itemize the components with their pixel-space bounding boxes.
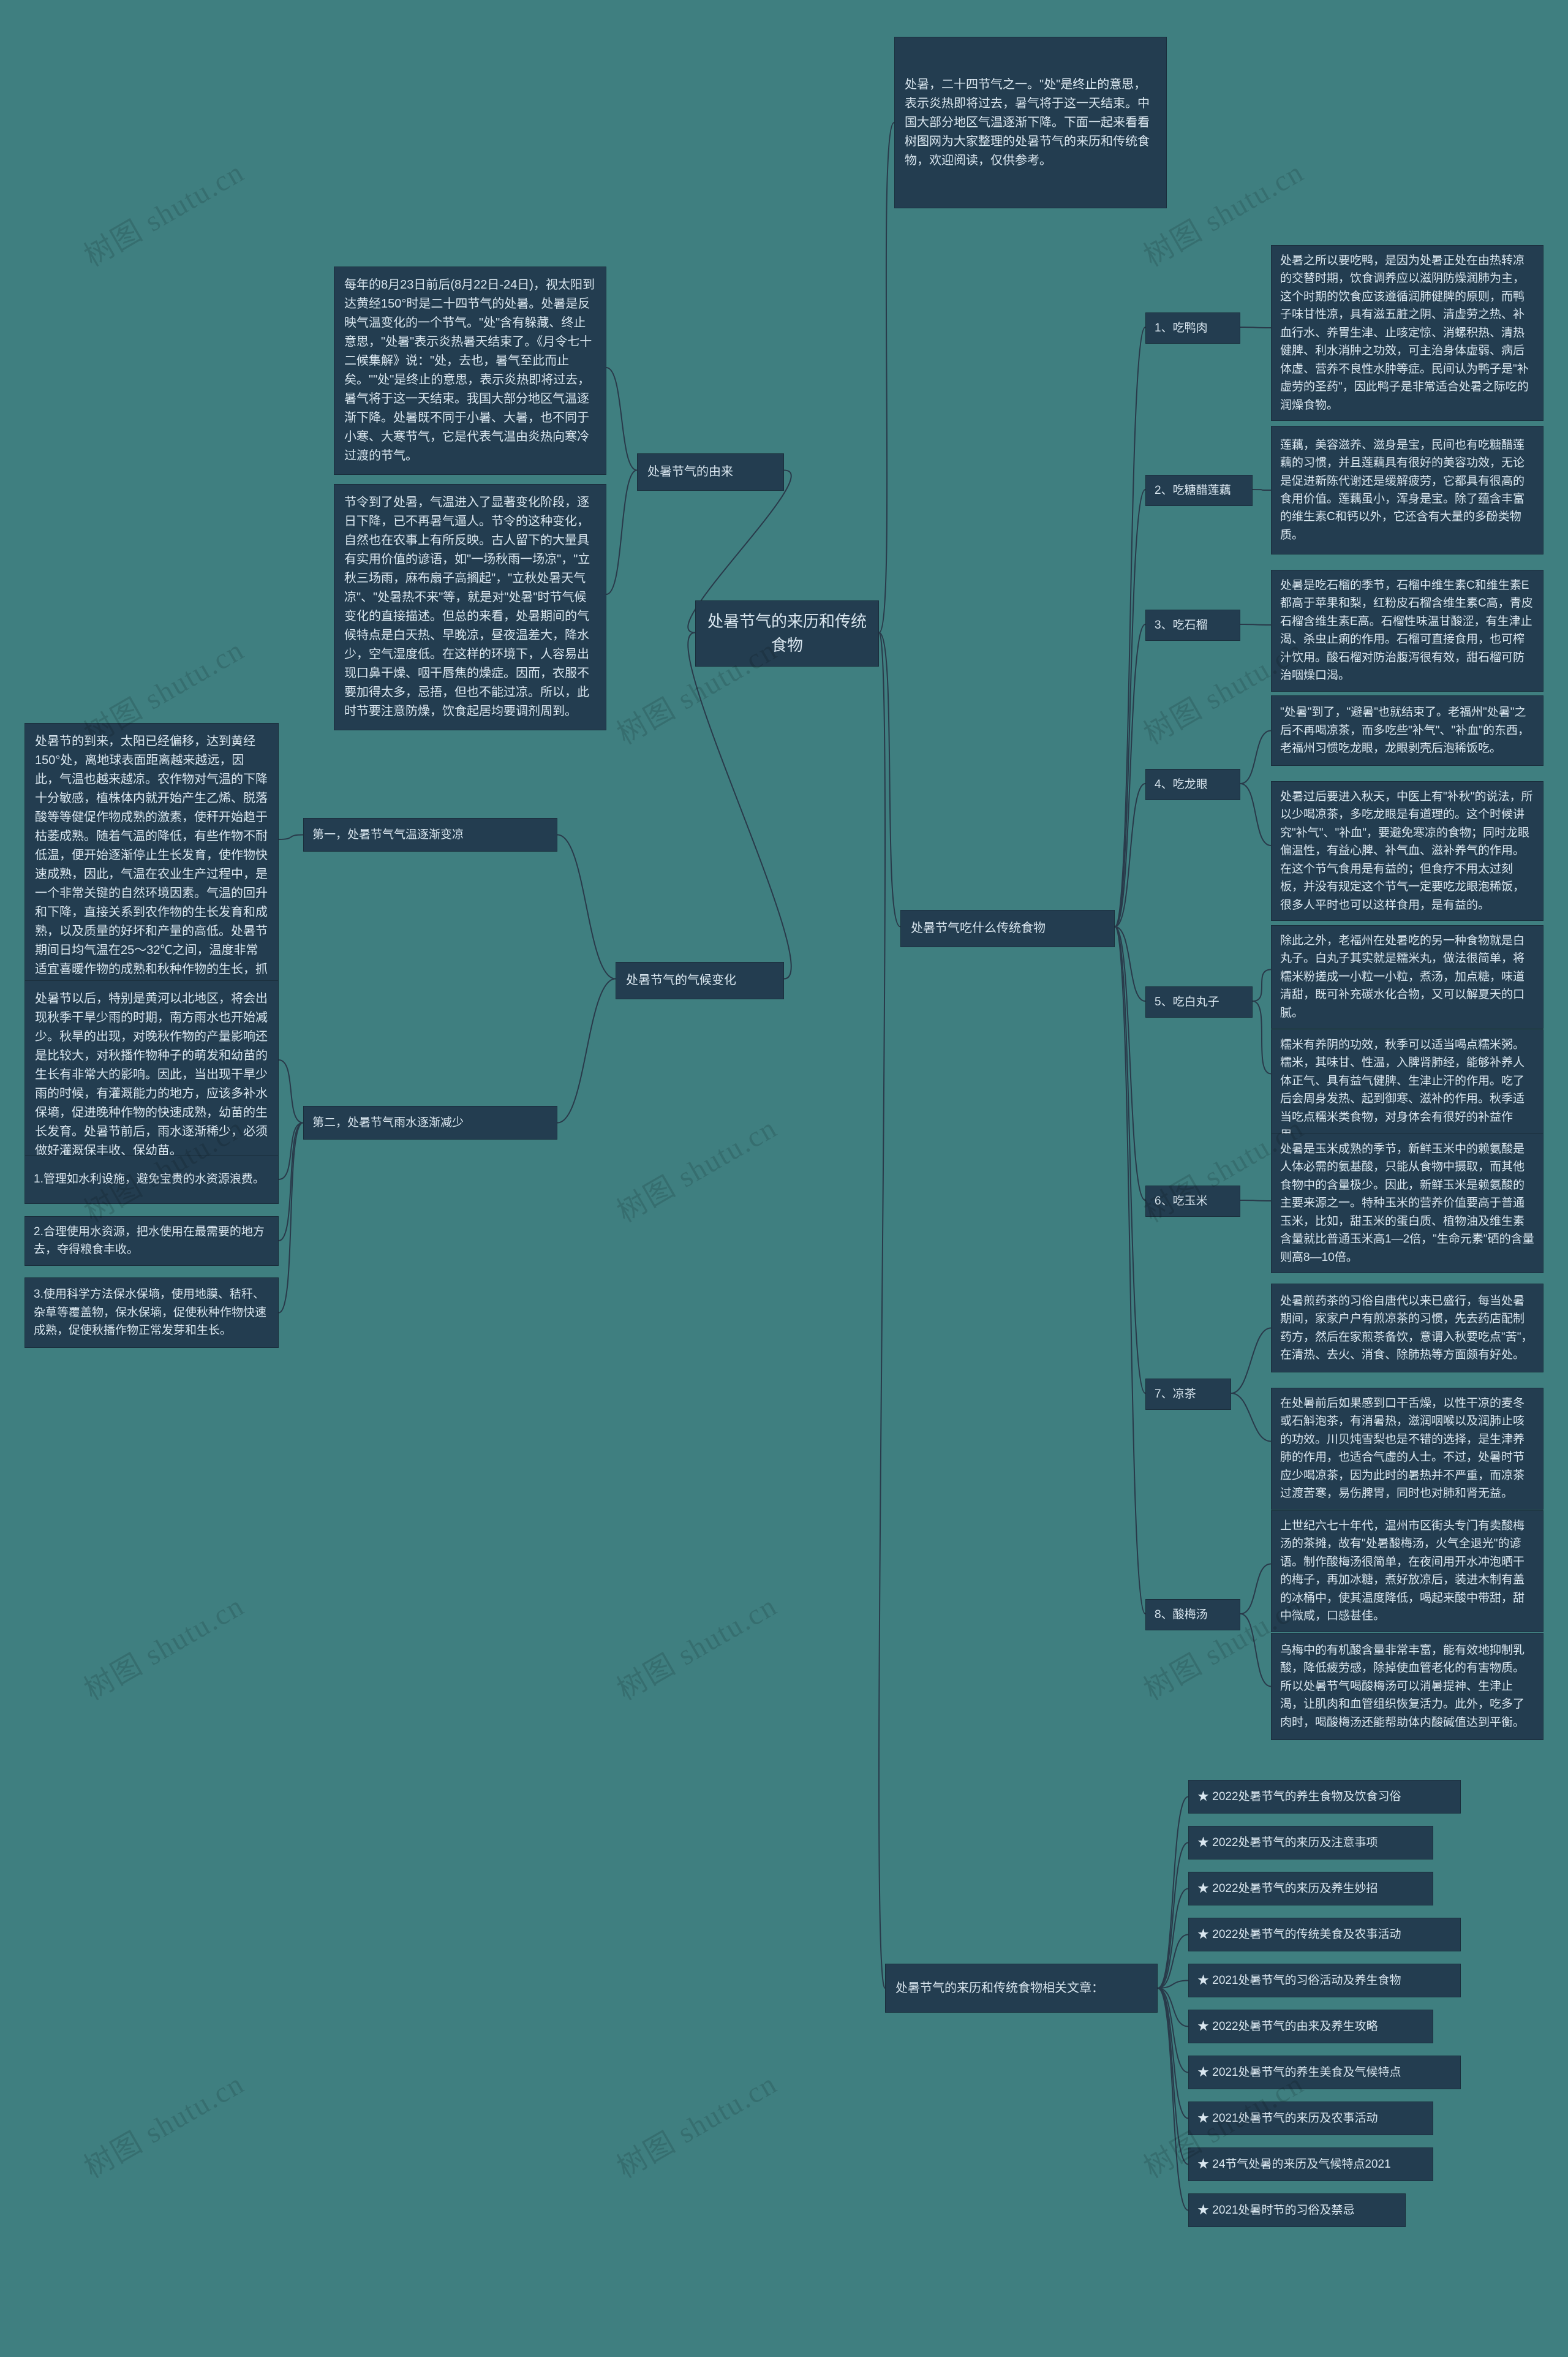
- watermark: 树图 shutu.cn: [75, 1582, 251, 1708]
- node-r2: ★ 2022处暑节气的来历及注意事项: [1188, 1826, 1433, 1859]
- connector: [1240, 731, 1271, 784]
- node-rel: 处暑节气的来历和传统食物相关文章：: [885, 1964, 1158, 2013]
- connector: [1158, 1797, 1188, 1989]
- connector: [279, 835, 303, 840]
- node-food: 处暑节气吃什么传统食物: [900, 910, 1115, 947]
- node-r1: ★ 2022处暑节气的养生食物及饮食习俗: [1188, 1780, 1461, 1814]
- connector: [1158, 1988, 1188, 2073]
- node-f6: 6、吃玉米: [1145, 1186, 1240, 1217]
- connector: [1158, 1889, 1188, 1989]
- connector: [1158, 1988, 1188, 2027]
- connector: [1158, 1988, 1188, 2165]
- connector: [1115, 784, 1145, 927]
- connector: [279, 1123, 303, 1180]
- connector: [1158, 1843, 1188, 1989]
- node-cli2c: 2.合理使用水资源，把水使用在最需要的地方去，夺得粮食丰收。: [24, 1216, 279, 1266]
- node-cli2a: 处暑节以后，特别是黄河以北地区，将会出现秋季干旱少雨的时期，南方雨水也开始减少。…: [24, 980, 279, 1170]
- connector: [1158, 1981, 1188, 1989]
- node-cli2d: 3.使用科学方法保水保墒，使用地膜、秸秆、杂草等覆盖物，保水保墒，促使秋种作物快…: [24, 1277, 279, 1348]
- node-f4a: "处暑"到了，"避暑"也就结束了。老福州"处暑"之后不再喝凉茶，而多吃些"补气"…: [1271, 695, 1544, 766]
- connector: [879, 123, 894, 633]
- node-intro: 处暑，二十四节气之一。"处"是终止的意思，表示炎热即将过去，暑气将于这一天结束。…: [894, 37, 1167, 208]
- node-f2: 2、吃糖醋莲藕: [1145, 475, 1253, 506]
- node-f5b: 糯米有养阴的功效，秋季可以适当喝点糯米粥。糯米，其味甘、性温，入脾肾肺经，能够补…: [1271, 1029, 1544, 1151]
- connector: [279, 1123, 303, 1313]
- node-f7b: 在处暑前后如果感到口干舌燥，以性干凉的麦冬或石斛泡茶，有消暑热，滋润咽喉以及润肺…: [1271, 1388, 1544, 1510]
- connector: [1231, 1328, 1271, 1394]
- connector: [1115, 927, 1145, 1614]
- connector: [1115, 624, 1145, 927]
- node-f7: 7、凉茶: [1145, 1379, 1231, 1410]
- node-f3a: 处暑是吃石榴的季节，石榴中维生素C和维生素E都高于苹果和梨，红粉皮石榴含维生素C…: [1271, 570, 1544, 692]
- node-f2a: 莲藕，美容滋养、滋身是宝，民间也有吃糖醋莲藕的习惯，并且莲藕具有很好的美容功效，…: [1271, 426, 1544, 554]
- node-cli1a: 处暑节的到来，太阳已经偏移，达到黄经150°处，离地球表面距离越来越远，因此，气…: [24, 723, 279, 1007]
- node-climate: 处暑节气的气候变化: [616, 962, 784, 999]
- connector: [1240, 1564, 1271, 1614]
- connector: [279, 1060, 303, 1123]
- connector: [1240, 1200, 1271, 1201]
- node-cli2b: 1.管理如水利设施，避免宝贵的水资源浪费。: [24, 1155, 279, 1204]
- connector: [1115, 927, 1145, 1002]
- node-f4: 4、吃龙眼: [1145, 769, 1240, 800]
- connector: [879, 633, 885, 1989]
- connector: [279, 1123, 303, 1241]
- node-r3: ★ 2022处暑节气的来历及养生妙招: [1188, 1872, 1433, 1905]
- node-r7: ★ 2021处暑节气的养生美食及气候特点: [1188, 2056, 1461, 2089]
- watermark: 树图 shutu.cn: [75, 148, 251, 274]
- connector: [1115, 927, 1145, 1394]
- connector: [606, 471, 637, 595]
- node-cli2: 第二，处暑节气雨水逐渐减少: [303, 1106, 557, 1140]
- node-r4: ★ 2022处暑节气的传统美食及农事活动: [1188, 1918, 1461, 1951]
- node-f1: 1、吃鸭肉: [1145, 312, 1240, 344]
- node-origin: 处暑节气的由来: [637, 453, 784, 491]
- node-f4b: 处暑过后要进入秋天，中医上有"补秋"的说法，所以少喝凉茶，多吃龙眼是有道理的。这…: [1271, 781, 1544, 921]
- node-cli1: 第一，处暑节气气温逐渐变凉: [303, 818, 557, 852]
- connector: [606, 368, 637, 471]
- node-f6a: 处暑是玉米成熟的季节，新鲜玉米中的赖氨酸是人体必需的氨基酸，只能从食物中摄取，而…: [1271, 1133, 1544, 1273]
- node-r9: ★ 24节气处暑的来历及气候特点2021: [1188, 2147, 1433, 2181]
- connector: [1231, 1393, 1271, 1442]
- node-f5: 5、吃白丸子: [1145, 986, 1253, 1018]
- node-f3: 3、吃石榴: [1145, 610, 1240, 641]
- connector: [1115, 327, 1145, 927]
- connector: [1240, 1614, 1271, 1687]
- watermark: 树图 shutu.cn: [608, 2060, 783, 2186]
- node-f8a: 上世纪六七十年代，温州市区街头专门有卖酸梅汤的茶摊，故有"处暑酸梅汤，火气全退光…: [1271, 1510, 1544, 1632]
- node-f7a: 处暑煎药茶的习俗自唐代以来已盛行，每当处暑期间，家家户户有煎凉茶的习惯，先去药店…: [1271, 1284, 1544, 1372]
- connector: [1253, 1001, 1271, 1074]
- node-originB: 节令到了处暑，气温进入了显著变化阶段，逐日下降，已不再暑气逼人。节令的这种变化，…: [334, 484, 606, 730]
- watermark: 树图 shutu.cn: [75, 2060, 251, 2186]
- connector: [1253, 970, 1271, 1002]
- node-f5a: 除此之外，老福州在处暑吃的另一种食物就是白丸子。白丸子其实就是糯米丸，做法很简单…: [1271, 925, 1544, 1029]
- connector: [1158, 1988, 1188, 2211]
- watermark: 树图 shutu.cn: [608, 1582, 783, 1708]
- node-f8b: 乌梅中的有机酸含量非常丰富，能有效地抑制乳酸，降低疲劳感，除掉使血管老化的有害物…: [1271, 1633, 1544, 1740]
- node-f1a: 处暑之所以要吃鸭，是因为处暑正处在由热转凉的交替时期，饮食调养应以滋阴防燥润肺为…: [1271, 245, 1544, 421]
- node-root: 处暑节气的来历和传统食物: [695, 600, 879, 667]
- connector: [688, 633, 791, 979]
- watermark: 树图 shutu.cn: [608, 1104, 783, 1230]
- connector: [1158, 1935, 1188, 1989]
- connector: [1115, 927, 1145, 1201]
- node-r8: ★ 2021处暑节气的来历及农事活动: [1188, 2102, 1433, 2135]
- connector: [1240, 784, 1271, 846]
- node-r6: ★ 2022处暑节气的由来及养生攻略: [1188, 2010, 1433, 2043]
- connector: [1240, 327, 1271, 328]
- connector: [1158, 1988, 1188, 2119]
- connector: [879, 633, 900, 927]
- connector: [557, 835, 616, 979]
- node-f8: 8、酸梅汤: [1145, 1599, 1240, 1630]
- node-r5: ★ 2021处暑节气的习俗活动及养生食物: [1188, 1964, 1461, 1997]
- node-r10: ★ 2021处暑时节的习俗及禁忌: [1188, 2193, 1406, 2227]
- connector: [1240, 624, 1271, 625]
- connector: [1115, 490, 1145, 927]
- node-originA: 每年的8月23日前后(8月22日-24日)，视太阳到达黄经150°时是二十四节气…: [334, 267, 606, 475]
- connector: [557, 979, 616, 1123]
